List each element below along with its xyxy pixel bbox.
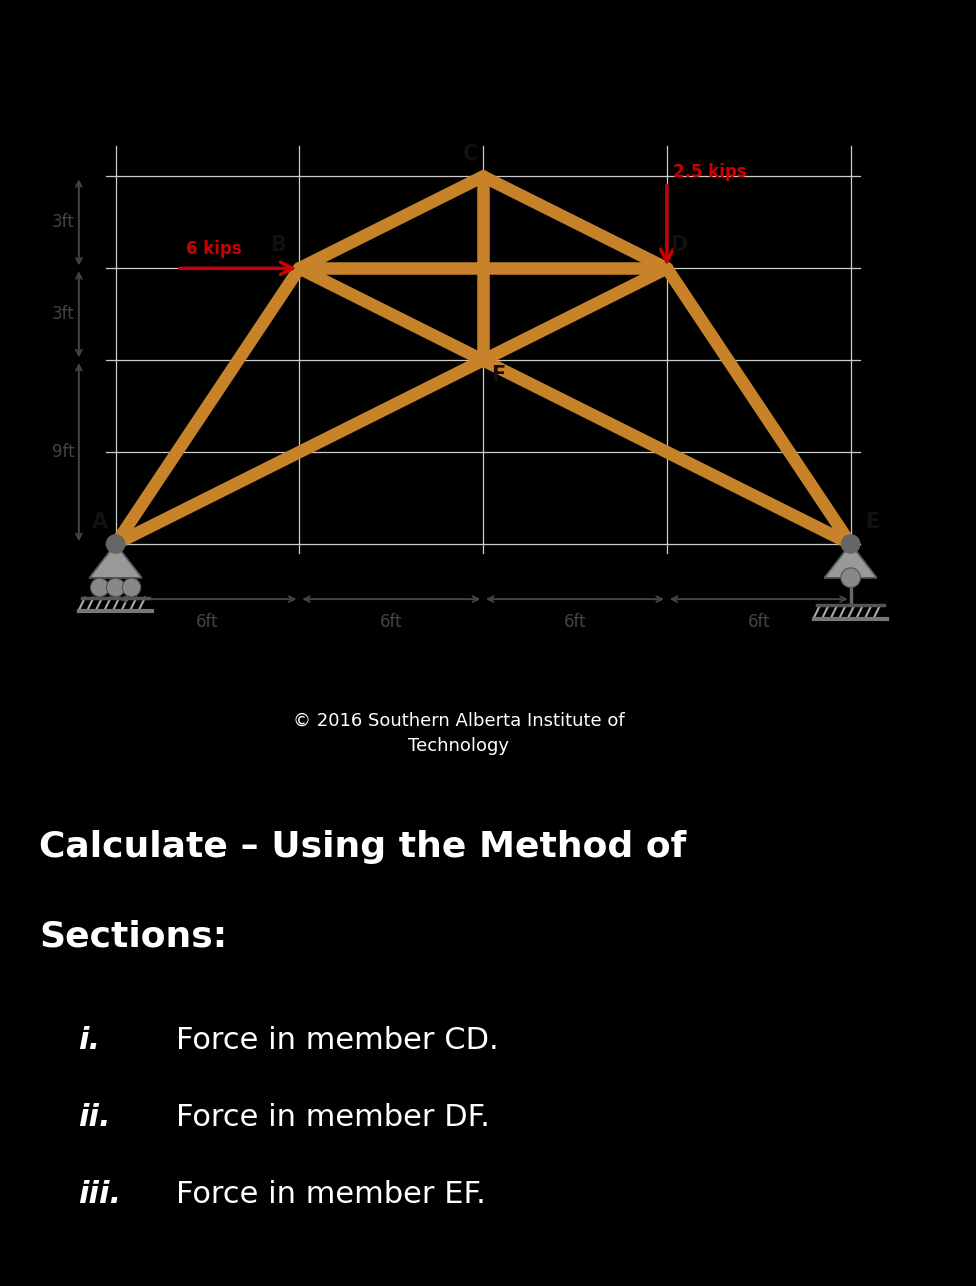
Circle shape xyxy=(91,579,109,597)
Text: 3ft: 3ft xyxy=(52,213,74,231)
Text: 6 kips: 6 kips xyxy=(186,239,242,257)
Polygon shape xyxy=(90,544,142,577)
Text: B: B xyxy=(270,234,286,255)
Text: Force in member EF.: Force in member EF. xyxy=(176,1179,485,1209)
Circle shape xyxy=(841,535,860,553)
Text: 3ft: 3ft xyxy=(52,305,74,323)
Text: 6ft: 6ft xyxy=(748,613,770,631)
Text: 6ft: 6ft xyxy=(564,613,587,631)
Text: E: E xyxy=(865,512,879,531)
Text: © 2016 Southern Alberta Institute of
Technology: © 2016 Southern Alberta Institute of Tec… xyxy=(293,712,625,755)
Circle shape xyxy=(106,579,125,597)
Circle shape xyxy=(106,535,125,553)
Text: iii.: iii. xyxy=(78,1179,121,1209)
Text: Calculate – Using the Method of: Calculate – Using the Method of xyxy=(39,831,686,864)
Circle shape xyxy=(841,568,861,588)
Text: 6ft: 6ft xyxy=(380,613,402,631)
Text: Force in member DF.: Force in member DF. xyxy=(176,1102,490,1132)
Circle shape xyxy=(122,579,141,597)
Text: i.: i. xyxy=(78,1026,101,1055)
Polygon shape xyxy=(825,544,876,577)
Text: 2.5 kips: 2.5 kips xyxy=(673,163,747,181)
Text: C: C xyxy=(464,144,478,165)
Text: ii.: ii. xyxy=(78,1102,110,1132)
Text: A: A xyxy=(92,512,108,531)
Text: 9ft: 9ft xyxy=(52,444,74,462)
Text: F: F xyxy=(491,365,506,385)
Text: Sections:: Sections: xyxy=(39,919,227,953)
Text: 6ft: 6ft xyxy=(196,613,219,631)
Text: Force in member CD.: Force in member CD. xyxy=(176,1026,499,1055)
Text: D: D xyxy=(671,234,688,255)
